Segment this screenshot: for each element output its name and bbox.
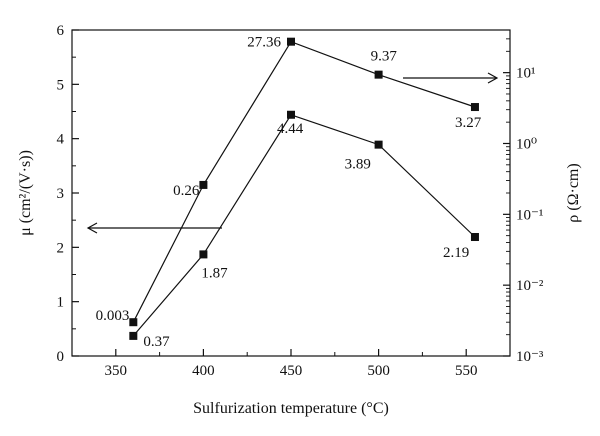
data-label: 3.89: [345, 157, 371, 173]
left-tick-label: 0: [57, 349, 65, 365]
left-tick-label: 1: [57, 295, 65, 311]
left-tick-label: 5: [57, 77, 65, 93]
right-tick-label: 10⁰: [516, 136, 537, 152]
x-tick-label: 350: [105, 363, 128, 379]
data-point-marker: [470, 233, 479, 242]
left-tick-label: 2: [57, 240, 65, 256]
series-layer: [129, 37, 479, 340]
x-axis-label: Sulfurization temperature (°C): [193, 400, 389, 417]
data-point-marker: [287, 110, 295, 119]
data-label: 0.26: [173, 183, 200, 199]
data-label: 2.19: [443, 245, 469, 261]
data-point-marker: [470, 103, 479, 112]
data-label: 27.36: [247, 35, 281, 51]
left-y-axis-ticks: 0 1 2 3 4 5 6: [57, 23, 79, 365]
x-tick-label: 500: [367, 363, 390, 379]
data-label: 9.37: [371, 49, 398, 65]
plot-frame: [71, 29, 511, 357]
axis-arrow-head: [86, 222, 98, 234]
right-tick-label: 10⁻¹: [516, 207, 543, 223]
data-point-marker: [199, 180, 208, 189]
data-label-layer: 0.37 1.87 4.44 3.89 2.19 0.003 0.26 27.36 9.37 3.…: [96, 35, 482, 350]
data-label: 0.003: [96, 308, 130, 324]
arrow-layer: [86, 72, 499, 234]
x-tick-label: 400: [192, 363, 215, 379]
x-axis-ticks: 350 400 450 500 550: [71, 349, 478, 379]
data-label: 0.37: [143, 334, 170, 350]
data-point-marker: [129, 318, 138, 327]
right-y-axis-label: ρ (Ω·cm): [565, 163, 582, 222]
right-tick-label: 10⁻²: [516, 278, 544, 294]
data-label: 1.87: [201, 265, 228, 281]
left-tick-label: 4: [57, 132, 65, 148]
series-mobility-line: [132, 114, 476, 337]
data-label: 4.44: [277, 121, 304, 137]
x-tick-label: 550: [455, 363, 478, 379]
data-point-marker: [287, 37, 295, 46]
right-tick-label: 10⁻³: [516, 349, 544, 365]
left-y-axis-label: μ (cm²/(V·s)): [17, 150, 34, 236]
data-label: 3.27: [455, 115, 482, 131]
axis-arrow-head: [487, 72, 499, 84]
right-tick-label: 10¹: [516, 66, 536, 82]
data-point-marker: [374, 70, 383, 79]
left-tick-label: 6: [57, 23, 65, 39]
right-y-axis-ticks: 10⁻³ 10⁻² 10⁻¹ 10⁰ 10¹: [503, 29, 544, 365]
data-point-marker: [374, 140, 383, 149]
data-point-marker: [199, 250, 208, 259]
data-point-marker: [129, 331, 138, 340]
left-tick-label: 3: [57, 186, 65, 202]
x-tick-label: 450: [280, 363, 303, 379]
